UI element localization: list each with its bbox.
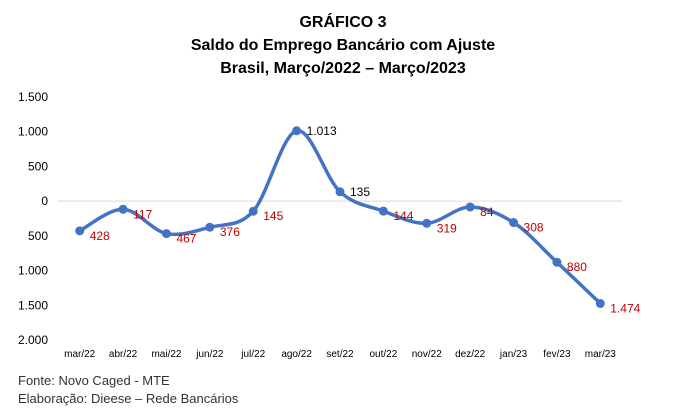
credit-note: Elaboração: Dieese – Rede Bancários (18, 391, 239, 406)
data-label: 308 (524, 221, 544, 235)
data-label: 319 (437, 221, 457, 235)
data-point (378, 206, 388, 216)
x-tick-label: nov/22 (412, 349, 442, 360)
data-point (335, 187, 345, 197)
x-tick-label: fev/23 (543, 349, 571, 360)
data-point (552, 257, 562, 267)
data-label: 135 (350, 185, 370, 199)
x-tick-label: abr/22 (109, 349, 138, 360)
data-label: 880 (567, 260, 587, 274)
data-point (205, 222, 215, 232)
y-tick-label: 0 (41, 194, 48, 208)
data-point (75, 226, 85, 236)
data-point (595, 298, 605, 308)
data-label: 84 (480, 205, 494, 219)
chart-subtitle: Saldo do Emprego Bancário com Ajuste (190, 37, 496, 54)
x-tick-label: out/22 (369, 349, 397, 360)
series-line (77, 129, 603, 306)
x-tick-label: ago/22 (281, 349, 312, 360)
data-label: 428 (90, 229, 110, 243)
data-point (118, 204, 128, 214)
y-tick-label: 2.000 (18, 333, 48, 347)
x-tick-label: jun/22 (195, 349, 224, 360)
x-tick-label: mai/22 (151, 349, 181, 360)
data-label: 117 (133, 207, 152, 221)
data-point (422, 218, 432, 228)
data-label: 467 (176, 232, 196, 246)
source-note: Fonte: Novo Caged - MTE (18, 373, 170, 388)
y-tick-label: 1.500 (18, 298, 48, 312)
y-tick-label: 1.000 (18, 125, 48, 139)
x-tick-label: mar/23 (585, 349, 617, 360)
data-point (465, 202, 475, 212)
y-tick-label: 1.500 (18, 90, 48, 104)
x-tick-label: jul/22 (240, 349, 265, 360)
data-label: 1.474 (610, 301, 640, 315)
y-tick-label: 500 (28, 229, 48, 243)
data-point (248, 206, 258, 216)
data-label: 145 (263, 209, 283, 223)
x-tick-label: set/22 (326, 349, 354, 360)
data-point (161, 229, 171, 239)
data-label: 144 (393, 209, 413, 223)
data-point (509, 218, 519, 228)
x-tick-label: jan/23 (499, 349, 528, 360)
y-tick-label: 500 (28, 159, 48, 173)
x-tick-label: dez/22 (455, 349, 485, 360)
data-point (292, 126, 302, 136)
chart-subtitle-period: Brasil, Março/2022 – Março/2023 (220, 60, 466, 77)
data-label: 376 (220, 225, 240, 239)
data-label: 1.013 (307, 124, 337, 138)
x-tick-label: mar/22 (64, 349, 96, 360)
chart-title: GRÁFICO 3 (299, 14, 387, 31)
y-tick-label: 1.000 (18, 264, 48, 278)
